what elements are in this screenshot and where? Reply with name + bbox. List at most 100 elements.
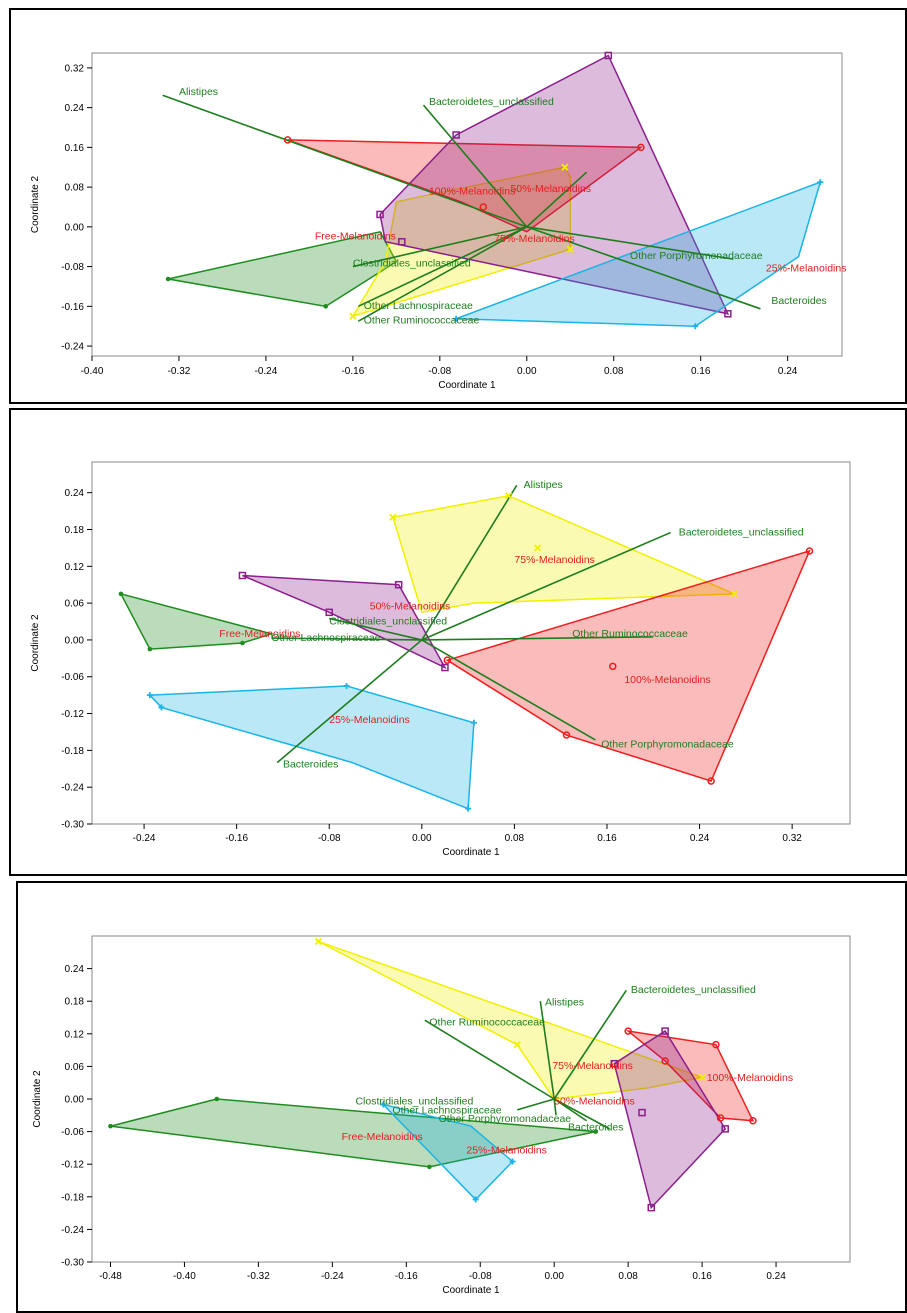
x-tick-label: -0.24 (133, 833, 156, 844)
point-free-melanoidins (165, 276, 171, 282)
point-100pct-melanoidins (479, 203, 488, 211)
y-tick-label: 0.18 (65, 525, 85, 536)
y-tick-label: -0.30 (61, 1258, 84, 1269)
point-75pct-melanoidins (504, 492, 513, 500)
point-100pct-melanoidins (661, 1057, 669, 1065)
vector-label: Other Ruminococcaceae (429, 1017, 545, 1029)
hull-25pct-melanoidins (455, 180, 822, 327)
x-axis-title: Coordinate 1 (438, 380, 496, 391)
vector-label: Bacteroides (771, 295, 826, 307)
point-75pct-melanoidins (730, 590, 738, 598)
x-tick-label: -0.32 (247, 1271, 270, 1282)
point-75pct-melanoidins (561, 163, 569, 171)
group-label: Free-Melanoidins (342, 1131, 423, 1143)
y-tick-label: -0.12 (61, 1160, 84, 1171)
y-axis-title: Coordinate 2 (30, 614, 41, 672)
vector-other-lachnospiraceae (553, 1098, 557, 1116)
vector-bacteroidetes-unclassified (421, 531, 671, 641)
point-100pct-melanoidins (562, 731, 571, 739)
point-50pct-melanoidins (647, 1203, 656, 1212)
point-50pct-melanoidins (638, 1108, 646, 1117)
point-25pct-melanoidins (146, 692, 153, 699)
hull-75pct-melanoidins (391, 494, 735, 614)
vector-label: Other Porphyromonadaceae (601, 738, 734, 750)
point-50pct-melanoidins (394, 580, 403, 589)
vector-label: Bacteroides (283, 759, 338, 771)
point-100pct-melanoidins (609, 662, 617, 671)
point-100pct-melanoidins (712, 1040, 720, 1049)
point-50pct-melanoidins (441, 663, 449, 672)
y-tick-label: -0.06 (61, 1127, 84, 1138)
hull-50pct-melanoidins (242, 574, 447, 670)
x-tick-label: 0.16 (691, 366, 711, 377)
vector-bacteroides (276, 639, 423, 764)
point-100pct-melanoidins (805, 547, 814, 555)
x-tick-label: -0.08 (318, 833, 341, 844)
point-50pct-melanoidins (661, 1027, 669, 1035)
group-label: 100%-Melanoidins (707, 1072, 793, 1084)
point-75pct-melanoidins (513, 1041, 521, 1049)
point-25pct-melanoidins (158, 704, 165, 711)
x-tick-label: 0.24 (766, 1271, 786, 1282)
y-tick-label: -0.08 (61, 262, 84, 273)
point-free-melanoidins (427, 1164, 432, 1170)
y-tick-label: 0.24 (65, 103, 85, 114)
point-free-melanoidins (323, 304, 328, 309)
vector-bacteroides (526, 226, 761, 310)
hull-free-melanoidins (167, 230, 398, 308)
chart-1: -0.40 -0.32 -0.24 -0.16 -0.08 0.00 0.08 0.16 0.2… (30, 51, 846, 391)
vector-alistipes (539, 1001, 555, 1100)
point-75pct-melanoidins (349, 312, 357, 320)
x-axis-title: Coordinate 1 (442, 847, 500, 858)
chart-2: -0.24 -0.16 -0.08 0.00 0.08 0.16 0.24 0.32 0.24 0… (30, 461, 851, 858)
point-free-melanoidins (240, 640, 245, 646)
point-50pct-melanoidins (721, 1125, 729, 1133)
y-tick-label: 0.32 (65, 63, 85, 74)
y-tick-label: 0.16 (65, 143, 85, 154)
point-75pct-melanoidins (314, 937, 323, 946)
point-50pct-melanoidins (325, 608, 333, 617)
vector-bacteroides (553, 1098, 611, 1130)
x-tick-label: 0.08 (505, 833, 525, 844)
vector-other-lachnospiraceae (357, 226, 528, 308)
point-100pct-melanoidins (283, 136, 292, 144)
vector-label: Other Lachnospiraceae (271, 632, 380, 644)
vector-label: Bacteroidetes_unclassified (679, 527, 804, 539)
point-50pct-melanoidins (376, 210, 384, 219)
y-tick-label: 0.00 (65, 222, 85, 233)
y-tick-label: -0.24 (61, 783, 84, 794)
x-tick-label: -0.24 (321, 1271, 344, 1282)
hull-50pct-melanoidins (613, 1030, 727, 1210)
vector-label: Clostridiales_unclassified (355, 1095, 473, 1107)
x-tick-label: 0.16 (692, 1271, 712, 1282)
point-free-melanoidins (118, 591, 124, 597)
x-tick-label: 0.00 (517, 366, 537, 377)
x-tick-label: 0.24 (690, 833, 710, 844)
point-25pct-melanoidins (453, 315, 460, 322)
y-tick-label: -0.16 (61, 302, 84, 313)
vector-other-ruminococcaceae (421, 636, 654, 641)
y-tick-label: 0.06 (65, 599, 85, 610)
group-label: 50%-Melanoidins (554, 1095, 635, 1107)
group-label: 50%-Melanoidins (370, 600, 451, 612)
vector-label: Alistipes (545, 997, 584, 1009)
group-label: 75%-Melanoidins (552, 1060, 633, 1072)
group-label: Free-Melanoidins (315, 230, 396, 242)
y-tick-label: 0.06 (65, 1062, 85, 1073)
y-tick-label: -0.24 (61, 342, 84, 353)
point-50pct-melanoidins (452, 131, 460, 139)
x-tick-label: 0.32 (782, 833, 802, 844)
vector-label: Alistipes (524, 479, 563, 491)
x-tick-label: -0.32 (168, 366, 191, 377)
y-tick-label: -0.30 (61, 820, 84, 831)
point-75pct-melanoidins (533, 544, 542, 552)
y-tick-label: 0.08 (65, 183, 85, 194)
point-25pct-melanoidins (380, 1101, 387, 1108)
x-tick-label: -0.16 (395, 1271, 418, 1282)
x-tick-label: 0.08 (604, 366, 624, 377)
y-tick-label: -0.12 (61, 709, 84, 720)
vector-label: Clostridiales_unclassified (329, 616, 447, 628)
x-tick-label: -0.16 (341, 366, 364, 377)
vector-other-porphyromonadaceae (526, 226, 734, 260)
hull-100pct-melanoidins (287, 139, 644, 233)
